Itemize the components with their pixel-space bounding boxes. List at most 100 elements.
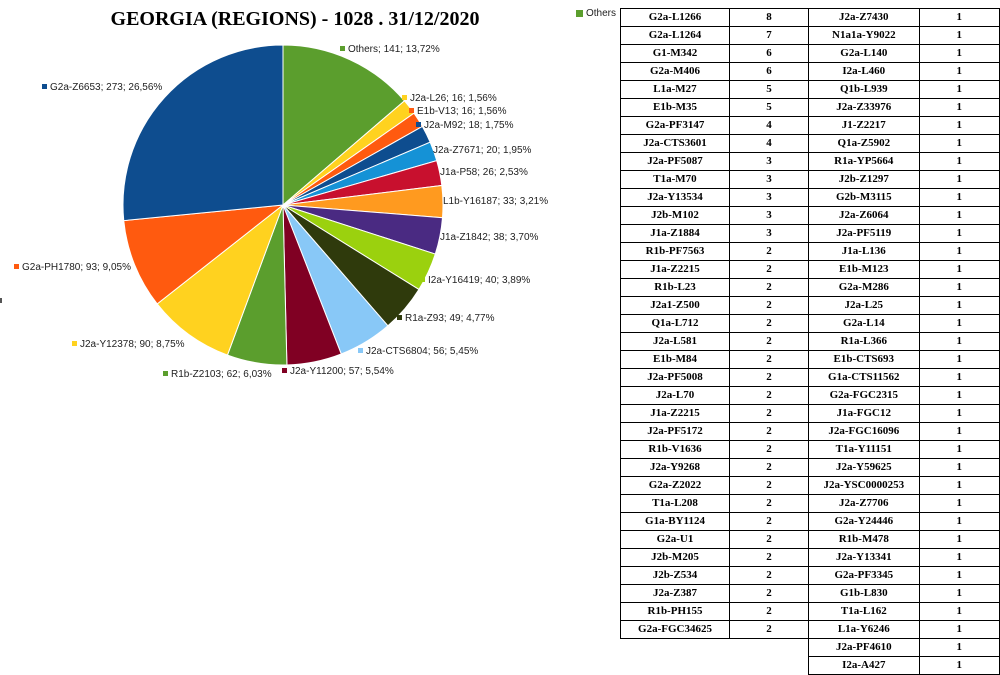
table-row: J2a-PF5008 2: [620, 368, 809, 387]
count-cell: 2: [729, 296, 809, 315]
haplogroup-cell: I2a-A427: [808, 656, 920, 675]
count-cell: 1: [918, 260, 1000, 279]
label-marker-g2a-z6653: [42, 84, 47, 89]
count-cell: 1: [918, 170, 1000, 189]
table-row: T1a-M70 3: [620, 170, 809, 189]
count-cell: 2: [729, 278, 809, 297]
data-label-j2a-cts6804: J2a-CTS6804; 56; 5,45%: [366, 346, 478, 357]
haplogroup-cell: J2a-L25: [808, 296, 920, 315]
haplogroup-cell: G2a-FGC34625: [620, 620, 730, 639]
table-row: G2a-M286 1: [808, 278, 1000, 297]
label-marker-j1a-p58: [432, 169, 437, 174]
count-cell: 2: [729, 350, 809, 369]
count-cell: 3: [729, 170, 809, 189]
count-cell: 1: [918, 530, 1000, 549]
table-row: N1a1a-Y9022 1: [808, 26, 1000, 45]
count-cell: 1: [918, 566, 1000, 585]
table-row: R1b-PH155 2: [620, 602, 809, 621]
table-row: I2a-A427 1: [808, 656, 1000, 675]
table-row: R1b-L23 2: [620, 278, 809, 297]
table-row: G2a-Z2022 2: [620, 476, 809, 495]
data-label-j2a-y12378: J2a-Y12378; 90; 8,75%: [80, 339, 185, 350]
pie-slice-j2a-y12378: [156, 203, 285, 356]
haplogroup-cell: J2a-PF5087: [620, 152, 730, 171]
count-cell: 2: [729, 368, 809, 387]
count-cell: 1: [918, 98, 1000, 117]
table-row: J2a-PF5087 3: [620, 152, 809, 171]
haplogroup-cell: J1a-Z2215: [620, 404, 730, 423]
count-cell: 6: [729, 62, 809, 81]
table-row: J2a-Z387 2: [620, 584, 809, 603]
data-label-r1b-z2103: R1b-Z2103; 62; 6,03%: [171, 369, 272, 380]
count-cell: 2: [729, 584, 809, 603]
others-breakdown-table-2: J2a-Z7430 1 N1a1a-Y9022 1 G2a-L140 1 I2a-L460 1…: [808, 8, 1000, 675]
count-cell: 1: [918, 224, 1000, 243]
table-row: T1a-L162 1: [808, 602, 1000, 621]
table-row: T1a-L208 2: [620, 494, 809, 513]
table-row: J2a-L25 1: [808, 296, 1000, 315]
table-row: T1a-Y11151 1: [808, 440, 1000, 459]
count-cell: 1: [918, 188, 1000, 207]
table-row: I2a-L460 1: [808, 62, 1000, 81]
count-cell: 1: [918, 350, 1000, 369]
haplogroup-cell: J2a-Y13341: [808, 548, 920, 567]
count-cell: 2: [729, 404, 809, 423]
count-cell: 5: [729, 98, 809, 117]
data-label-g2a-ph1780: G2a-PH1780; 93; 9,05%: [22, 262, 131, 273]
table-row: G1b-L830 1: [808, 584, 1000, 603]
table-row: J2a-Y13534 3: [620, 188, 809, 207]
haplogroup-cell: G2a-U1: [620, 530, 730, 549]
haplogroup-cell: J2a-L581: [620, 332, 730, 351]
haplogroup-cell: G1a-BY1124: [620, 512, 730, 531]
table-row: G1a-CTS11562 1: [808, 368, 1000, 387]
haplogroup-cell: J2a-PF5119: [808, 224, 920, 243]
table-row: E1b-CTS693 1: [808, 350, 1000, 369]
count-cell: 1: [918, 422, 1000, 441]
table-row: J2a-FGC16096 1: [808, 422, 1000, 441]
table-row: E1b-M84 2: [620, 350, 809, 369]
haplogroup-cell: J2a1-Z500: [620, 296, 730, 315]
haplogroup-cell: J2a-Y13534: [620, 188, 730, 207]
haplogroup-cell: E1b-M123: [808, 260, 920, 279]
count-cell: 1: [918, 494, 1000, 513]
count-cell: 1: [918, 116, 1000, 135]
count-cell: 1: [918, 242, 1000, 261]
table-row: J2a-Z7706 1: [808, 494, 1000, 513]
table-row: G2a-M406 6: [620, 62, 809, 81]
haplogroup-cell: G1b-L830: [808, 584, 920, 603]
haplogroup-cell: J2a-Z33976: [808, 98, 920, 117]
data-label-i2a-y16419: I2a-Y16419; 40; 3,89%: [428, 275, 530, 286]
count-cell: 8: [729, 8, 809, 27]
table-row: R1b-PF7563 2: [620, 242, 809, 261]
count-cell: 1: [918, 26, 1000, 45]
data-label-j1a-p58: J1a-P58; 26; 2,53%: [440, 167, 528, 178]
table-row: G2a-FGC34625 2: [620, 620, 809, 639]
table-row: G2a-L1266 8: [620, 8, 809, 27]
legend-swatch: [576, 10, 583, 17]
table-row: E1b-M123 1: [808, 260, 1000, 279]
haplogroup-cell: J2a-YSC0000253: [808, 476, 920, 495]
table-row: J1a-Z1884 3: [620, 224, 809, 243]
haplogroup-cell: L1a-M27: [620, 80, 730, 99]
table-row: J1-Z2217 1: [808, 116, 1000, 135]
count-cell: 2: [729, 260, 809, 279]
table-row: G1a-BY1124 2: [620, 512, 809, 531]
table-row: G2a-PF3147 4: [620, 116, 809, 135]
label-marker-j2a-m92: [416, 122, 421, 127]
data-label-g2a-z6653: G2a-Z6653; 273; 26,56%: [50, 82, 162, 93]
count-cell: 3: [729, 206, 809, 225]
haplogroup-cell: J2a-Z387: [620, 584, 730, 603]
haplogroup-cell: G2a-L1264: [620, 26, 730, 45]
count-cell: 1: [918, 80, 1000, 99]
haplogroup-cell: E1b-M35: [620, 98, 730, 117]
count-cell: 7: [729, 26, 809, 45]
haplogroup-cell: T1a-L162: [808, 602, 920, 621]
haplogroup-cell: G2a-PF3345: [808, 566, 920, 585]
count-cell: 1: [918, 548, 1000, 567]
haplogroup-cell: J2a-Y9268: [620, 458, 730, 477]
haplogroup-cell: E1b-M84: [620, 350, 730, 369]
haplogroup-cell: J2a-L70: [620, 386, 730, 405]
haplogroup-cell: R1a-YP5664: [808, 152, 920, 171]
haplogroup-cell: L1a-Y6246: [808, 620, 920, 639]
count-cell: 1: [918, 296, 1000, 315]
